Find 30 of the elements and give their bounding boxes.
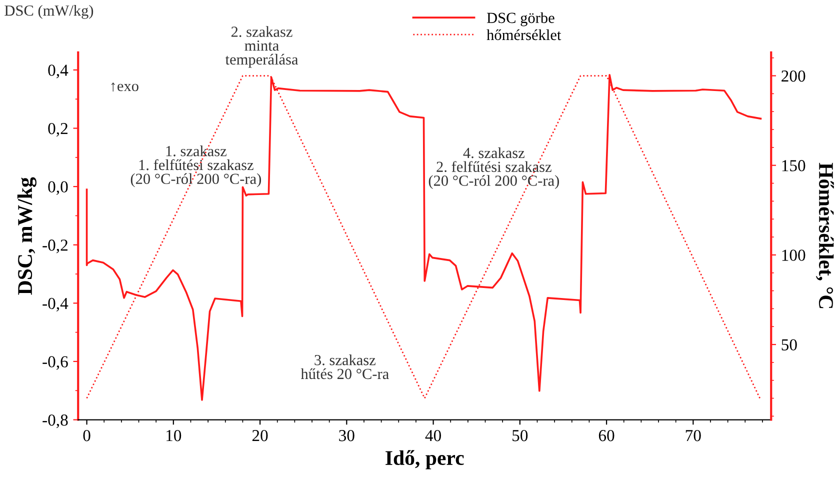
y-tick-label: -0,8 [42, 414, 68, 428]
annotation: ↑exo [111, 82, 138, 92]
y2-tick-label: 100 [782, 250, 806, 261]
y-tick-label: 0,4 [48, 64, 68, 78]
annotation: 1. szakasz 1. felfűtési szakasz (20 °C-ról 200 °C-ra) [130, 146, 261, 188]
x-tick-label: 40 [425, 430, 441, 442]
x-tick-label: 0 [83, 430, 90, 442]
y-tick-label: -0,2 [42, 240, 68, 254]
y-tick-label: 0,0 [48, 181, 68, 195]
y2-tick-label: 50 [782, 339, 797, 350]
y-tick-label: 0,2 [48, 122, 68, 137]
legend-label: hőmérséklet [486, 29, 562, 40]
y2-tick-label: 150 [782, 160, 806, 172]
y2-tick-label: 200 [782, 70, 806, 82]
annotation: 4. szakasz 2. felfűtési szakasz (20 °C-ról 200 °C-ra) [428, 147, 559, 189]
y-axis-title: DSC, mW/kg [17, 177, 36, 295]
y-tick-label: -0,4 [42, 298, 68, 312]
y-tick-label: -0,6 [42, 356, 68, 370]
annotation: 2. szakasz minta temperálása [225, 26, 298, 68]
x-tick-label: 70 [686, 430, 701, 442]
x-tick-label: 60 [598, 430, 614, 442]
x-tick-label: 10 [166, 430, 182, 442]
y2-axis-title: Hőmérséklet, °C [816, 162, 834, 308]
text: DSC (mW/kg) [4, 4, 94, 19]
x-tick-label: 50 [512, 430, 528, 442]
annotation: 3. szakasz hűtés 20 °C-ra [300, 354, 389, 380]
legend-label: DSC görbe [486, 12, 554, 26]
x-tick-label: 30 [339, 430, 354, 442]
x-axis-title: Idő, perc [386, 450, 464, 470]
x-tick-label: 20 [252, 430, 268, 442]
